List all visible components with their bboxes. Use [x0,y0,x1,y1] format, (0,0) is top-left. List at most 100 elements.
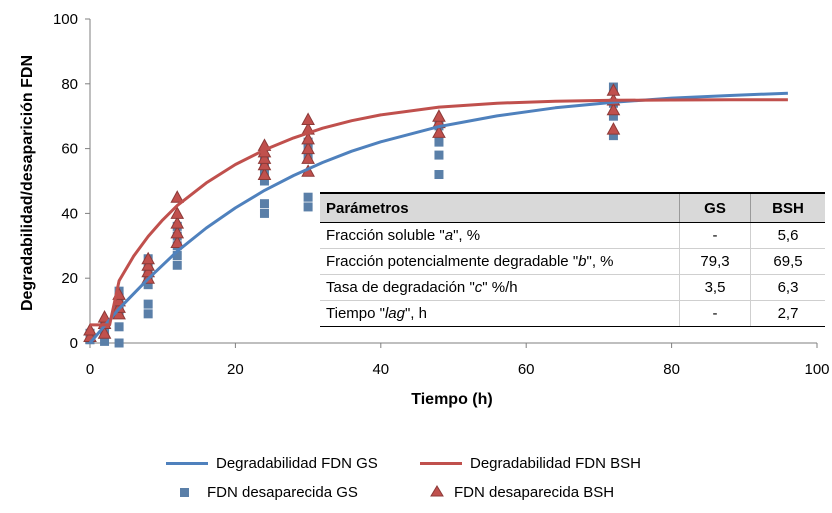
table-cell-bsh: 6,3 [750,274,825,301]
legend-label: FDN desaparecida BSH [454,484,615,501]
axes: 0 20 40 60 80 100 0 20 40 60 80 100 [53,11,830,378]
table-header-parametros: Parámetros [320,192,680,223]
plot-area [83,82,788,348]
label-post: ", % [586,253,614,270]
data-point-bsh [170,206,185,219]
x-axis-title: Tiempo (h) [411,391,492,408]
x-tick-label: 80 [663,361,680,378]
data-point-gs [608,111,618,121]
data-point-gs [259,176,269,186]
table-row: Tasa de degradación "c" %/h 3,5 6,3 [320,274,825,301]
table-row-label: Tiempo "lag", h [320,300,680,327]
label-pre: Fracción potencialmente degradable " [326,253,579,270]
y-tick-label: 60 [61,141,78,158]
table-row-label: Fracción potencialmente degradable "b", … [320,248,680,275]
triangle-marker-icon [430,484,444,501]
data-point-gs [434,170,444,180]
square-marker-icon [180,488,189,497]
data-point-bsh [432,109,446,122]
y-axis-title: Degradabilidad/desaparición FDN [19,55,36,311]
data-point-bsh [301,112,315,125]
data-point-gs [100,336,110,346]
data-point-bsh [97,326,112,339]
table-cell-gs: - [679,300,751,327]
x-tick-label: 60 [518,361,535,378]
data-point-bsh [83,322,97,336]
label-pre: Fracción soluble " [326,227,445,244]
data-point-bsh [257,167,272,181]
table-cell-bsh: 5,6 [750,222,825,249]
label-post: ", h [404,305,427,322]
legend-line-swatch [420,462,462,465]
table-row: Fracción soluble "a", % - 5,6 [320,222,825,249]
data-point-gs [143,280,153,290]
label-post: ", % [453,227,481,244]
parameters-table: Parámetros GS BSH Fracción soluble "a", … [320,192,825,327]
legend-item-gs-marker: FDN desaparecida GS [166,484,358,501]
legend-label: Degradabilidad FDN GS [216,455,378,472]
x-tick-label: 40 [372,361,389,378]
legend-item-bsh-marker: FDN desaparecida BSH [420,484,614,501]
label-pre: Tasa de degradación " [326,279,475,296]
data-point-gs [303,192,313,202]
table-row-label: Fracción soluble "a", % [320,222,680,249]
data-point-bsh [170,235,185,249]
data-point-gs [434,150,444,160]
data-point-bsh [301,131,315,145]
label-symbol: lag [384,305,405,322]
label-post: " %/h [482,279,518,296]
data-point-gs [143,299,153,309]
data-point-gs [114,338,124,348]
data-point-bsh [606,122,621,135]
label-symbol: a [444,227,454,244]
table-cell-bsh: 69,5 [750,248,825,275]
legend-item-bsh-line: Degradabilidad FDN BSH [420,455,641,472]
data-point-bsh [141,258,156,271]
data-point-gs [172,260,182,270]
data-point-bsh [257,157,272,171]
data-point-gs [114,322,124,332]
data-point-bsh [432,125,446,138]
data-point-bsh [606,102,621,116]
data-point-bsh [170,216,185,229]
data-point-gs [259,199,269,209]
label-symbol: c [474,279,483,296]
data-point-gs [434,137,444,147]
table-cell-gs: 79,3 [679,248,751,275]
data-point-gs [303,202,313,212]
data-point-bsh [170,190,185,203]
table-header-row: Parámetros GS BSH [320,192,825,223]
legend-item-gs-line: Degradabilidad FDN GS [166,455,378,472]
data-point-bsh [606,83,621,96]
data-point-bsh [141,251,156,265]
y-tick-label: 0 [70,335,78,352]
legend-line-swatch [166,462,208,465]
y-tick-label: 100 [53,11,78,28]
data-point-gs [143,309,153,319]
label-pre: Tiempo " [326,305,385,322]
data-point-bsh [301,141,315,155]
series-line-bsh [90,98,788,327]
table-row: Fracción potencialmente degradable "b", … [320,248,825,275]
y-tick-label: 20 [61,270,78,287]
table-cell-gs: - [679,222,751,249]
data-point-gs [608,131,618,141]
x-tick-label: 20 [227,361,244,378]
table-cell-bsh: 2,7 [750,300,825,327]
data-point-gs [172,251,182,261]
x-tick-label: 100 [804,361,829,378]
data-point-bsh [97,310,112,323]
label-symbol: b [578,253,587,270]
x-tick-label: 0 [86,361,94,378]
table-header-bsh: BSH [750,192,825,223]
data-point-bsh [301,151,315,164]
y-tick-label: 80 [61,76,78,93]
table-header-gs: GS [679,192,751,223]
legend-label: Degradabilidad FDN BSH [470,455,641,472]
table-cell-gs: 3,5 [679,274,751,301]
table-row-label: Tasa de degradación "c" %/h [320,274,680,301]
legend-label: FDN desaparecida GS [207,484,358,501]
data-point-gs [259,208,269,218]
table-row: Tiempo "lag", h - 2,7 [320,300,825,327]
